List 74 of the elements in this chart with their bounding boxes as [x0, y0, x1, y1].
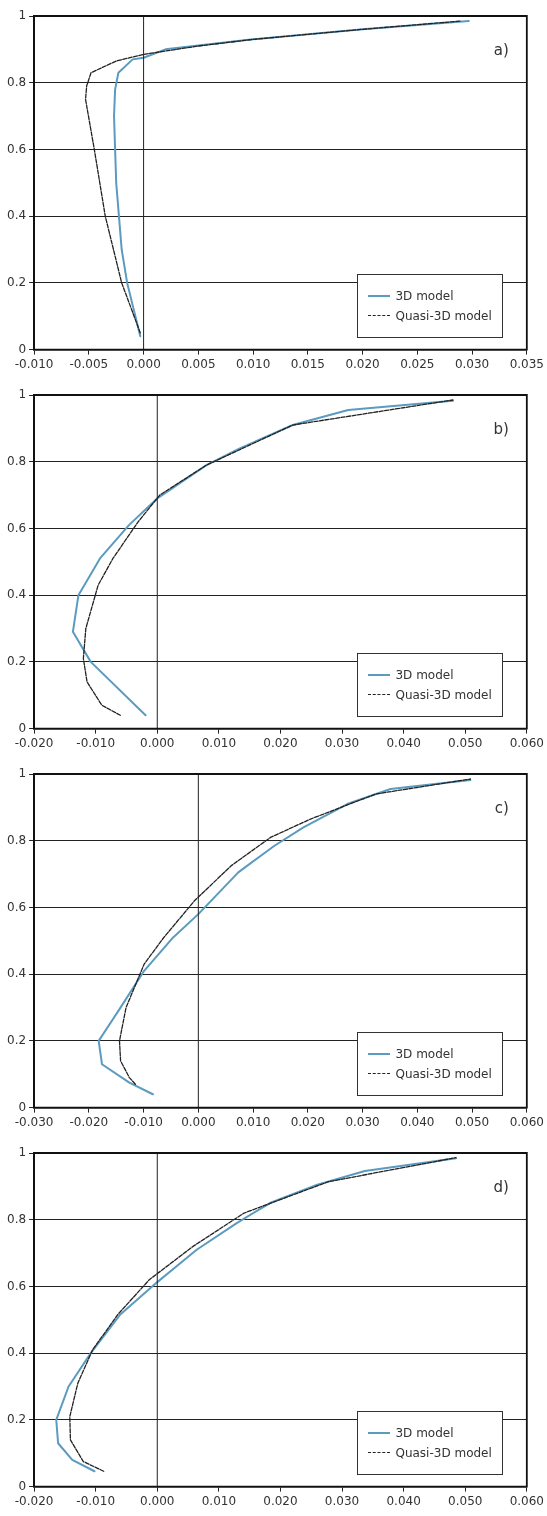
- y-tick-label: 0: [18, 1099, 27, 1114]
- x-tick-label: 0.000: [126, 356, 161, 371]
- y-tick-label: 0.4: [6, 587, 27, 602]
- x-tick-label: 0.040: [386, 735, 421, 750]
- x-tick-label: 0.020: [290, 1114, 326, 1129]
- x-tick-label: 0.005: [181, 356, 216, 371]
- x-tick-label: 0.060: [509, 735, 544, 750]
- y-tick-label: 0.6: [6, 899, 27, 914]
- x-tick-label: 0.020: [345, 356, 380, 371]
- legend-label: 3D model: [395, 667, 454, 682]
- y-tick-label: 0.4: [6, 208, 27, 223]
- x-tick-label: 0.010: [235, 1114, 271, 1129]
- x-tick-label: -0.020: [14, 735, 54, 750]
- y-tick-label: 0.8: [6, 453, 27, 468]
- y-tick-label: 0: [18, 720, 27, 735]
- x-tick-label: 0.030: [345, 1114, 380, 1129]
- x-tick-label: -0.030: [14, 1114, 54, 1129]
- x-tick-label: 0.015: [290, 356, 326, 371]
- x-tick-label: -0.010: [124, 1114, 163, 1129]
- x-tick-label: 0.040: [386, 1493, 421, 1508]
- legend-label: 3D model: [395, 1046, 454, 1061]
- y-tick-label: 1: [18, 1145, 27, 1160]
- y-tick-label: 0.6: [6, 141, 27, 156]
- x-tick-label: -0.020: [69, 1114, 109, 1129]
- legend-label: Quasi-3D model: [395, 1445, 492, 1460]
- x-tick-label: 0.020: [263, 735, 298, 750]
- annotation: a): [493, 41, 509, 60]
- x-tick-label: 0.060: [509, 1493, 544, 1508]
- legend-label: Quasi-3D model: [395, 1066, 492, 1081]
- y-tick-label: 1: [18, 766, 27, 781]
- y-tick-label: 0.6: [6, 520, 27, 535]
- x-tick-label: -0.010: [76, 735, 116, 750]
- y-tick-label: 0.2: [6, 654, 27, 669]
- y-tick-label: 1: [18, 387, 27, 402]
- x-tick-label: 0.040: [400, 1114, 435, 1129]
- x-tick-label: -0.020: [14, 1493, 54, 1508]
- x-tick-label: 0.035: [509, 356, 544, 371]
- x-tick-label: 0.010: [201, 1493, 237, 1508]
- annotation: d): [493, 1178, 509, 1197]
- y-tick-label: 0.6: [6, 1278, 27, 1293]
- y-tick-label: 1: [18, 8, 27, 23]
- y-tick-label: 0.8: [6, 1211, 27, 1226]
- x-tick-label: 0.060: [509, 1114, 544, 1129]
- y-tick-label: 0.2: [6, 1412, 27, 1427]
- legend-label: 3D model: [395, 1425, 454, 1440]
- x-tick-label: 0.030: [454, 356, 490, 371]
- y-tick-label: 0: [18, 1478, 27, 1493]
- legend-label: Quasi-3D model: [395, 687, 492, 702]
- x-tick-label: 0.010: [201, 735, 237, 750]
- x-tick-label: 0.000: [181, 1114, 216, 1129]
- y-tick-label: 0.4: [6, 966, 27, 981]
- x-tick-label: 0.010: [235, 356, 271, 371]
- x-tick-label: 0.025: [400, 356, 435, 371]
- y-tick-label: 0.2: [6, 1033, 27, 1048]
- x-tick-label: -0.010: [76, 1493, 116, 1508]
- annotation: c): [494, 799, 509, 818]
- y-tick-label: 0.8: [6, 74, 27, 89]
- x-tick-label: 0.000: [140, 1493, 175, 1508]
- annotation: b): [493, 420, 509, 439]
- y-tick-label: 0.4: [6, 1345, 27, 1360]
- y-tick-label: 0.2: [6, 275, 27, 290]
- x-tick-label: -0.010: [14, 356, 54, 371]
- x-tick-label: 0.030: [324, 1493, 360, 1508]
- legend-label: Quasi-3D model: [395, 308, 492, 323]
- x-tick-label: 0.050: [454, 1114, 490, 1129]
- x-tick-label: 0.030: [324, 735, 360, 750]
- y-tick-label: 0.8: [6, 832, 27, 847]
- x-tick-label: -0.005: [69, 356, 109, 371]
- x-tick-label: 0.050: [448, 1493, 483, 1508]
- x-tick-label: 0.050: [448, 735, 483, 750]
- legend-label: 3D model: [395, 288, 454, 303]
- x-tick-label: 0.000: [140, 735, 175, 750]
- y-tick-label: 0: [18, 341, 27, 356]
- x-tick-label: 0.020: [263, 1493, 298, 1508]
